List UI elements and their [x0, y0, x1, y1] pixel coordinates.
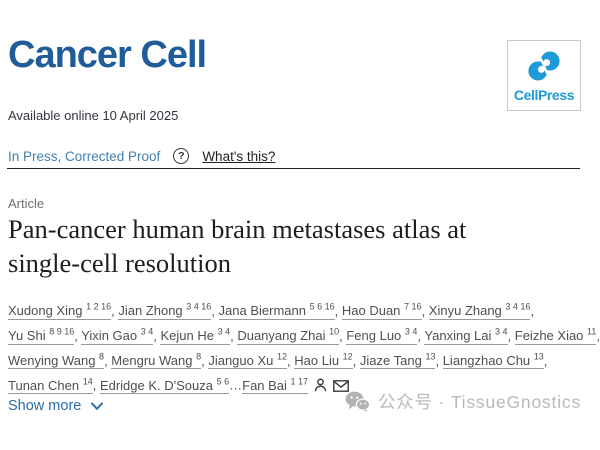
question-circle-icon[interactable]: ? — [173, 148, 190, 164]
in-press-link[interactable]: In Press, Corrected Proof — [8, 148, 161, 164]
author-link[interactable]: Kejun He 3 4 — [160, 326, 231, 345]
author-link[interactable]: Wenying Wang 8 — [8, 351, 105, 370]
author-link[interactable]: Feizhe Xiao 11 — [514, 326, 597, 345]
watermark-text: 公众号 · TissueGnostics — [377, 392, 581, 412]
author-link[interactable]: Hao Liu 12 — [294, 351, 353, 370]
status-bar: In Press, Corrected Proof ? What's this? — [8, 148, 275, 164]
article-title-line1: Pan-cancer human brain metastases atlas … — [8, 214, 467, 244]
author-link[interactable]: Xinyu Zhang 3 4 16 — [428, 302, 531, 320]
author-link[interactable]: Yanxing Lai 3 4 — [424, 326, 508, 345]
show-more-label: Show more — [8, 398, 82, 414]
cellpress-logo-icon — [528, 51, 560, 81]
article-title: Pan-cancer human brain metastases atlas … — [8, 212, 596, 280]
whats-this-link[interactable]: What's this? — [202, 148, 276, 164]
chevron-down-icon — [91, 402, 104, 410]
author-icons — [308, 378, 349, 393]
cellpress-label: CellPress — [513, 87, 575, 103]
author-link[interactable]: Yu Shi 8 9 16 — [8, 326, 75, 345]
author-link[interactable]: Feng Luo 3 4 — [346, 326, 418, 345]
available-online-date: Available online 10 April 2025 — [8, 108, 179, 123]
article-title-line2: single-cell resolution — [8, 248, 231, 278]
show-more-button[interactable]: Show more — [8, 398, 104, 414]
person-icon[interactable] — [314, 378, 327, 392]
cellpress-logo[interactable]: CellPress — [507, 40, 581, 111]
author-link[interactable]: Mengru Wang 8 — [111, 351, 202, 370]
author-link[interactable]: Fan Bai 1 17 — [242, 376, 309, 395]
author-link[interactable]: Xudong Xing 1 2 16 — [8, 302, 112, 320]
author-link[interactable]: Jianguo Xu 12 — [208, 351, 288, 370]
envelope-icon[interactable] — [333, 379, 349, 392]
journal-logo[interactable]: Cancer Cell — [8, 34, 207, 76]
author-link[interactable]: Yixin Gao 3 4 — [81, 326, 154, 345]
watermark: 公众号 · TissueGnostics — [345, 389, 581, 414]
divider — [7, 168, 580, 169]
author-link[interactable]: Duanyang Zhai 10 — [237, 326, 340, 345]
article-type-label: Article — [8, 196, 45, 211]
wechat-icon — [345, 391, 370, 412]
author-link[interactable]: Edridge K. D'Souza 5 6 — [99, 376, 230, 395]
author-link[interactable]: Jian Zhong 3 4 16 — [118, 302, 212, 320]
author-link[interactable]: Jiaze Tang 13 — [359, 351, 436, 370]
author-link[interactable]: Jana Biermann 5 6 16 — [218, 302, 335, 320]
author-list: Xudong Xing 1 2 16, Jian Zhong 3 4 16, J… — [8, 302, 600, 395]
author-link[interactable]: Liangzhao Chu 13 — [442, 351, 544, 370]
author-link[interactable]: Hao Duan 7 16 — [341, 302, 422, 320]
author-link[interactable]: Tunan Chen 14 — [8, 376, 93, 395]
authors-block: Xudong Xing 1 2 16, Jian Zhong 3 4 16, J… — [8, 297, 600, 396]
